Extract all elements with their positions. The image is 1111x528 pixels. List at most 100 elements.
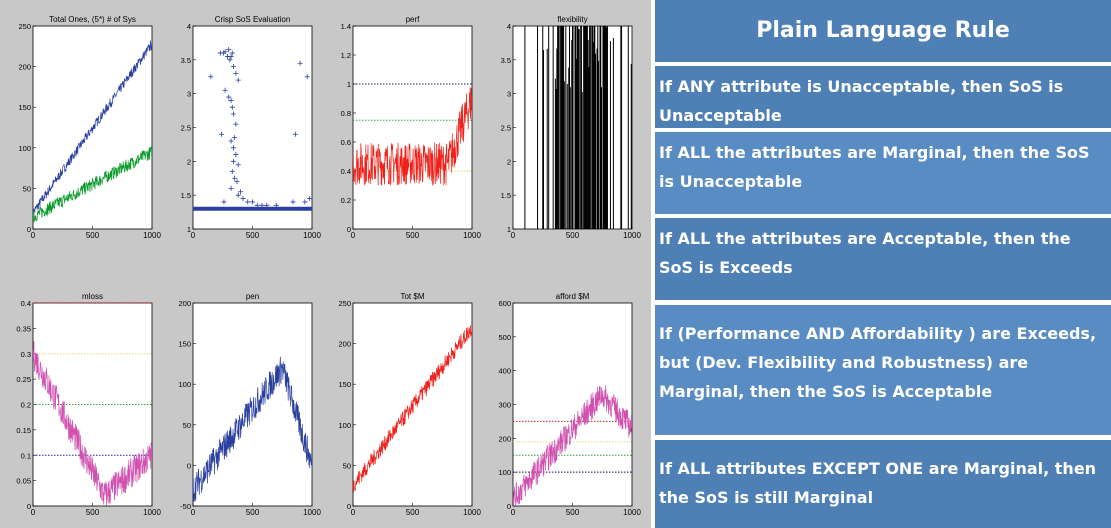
x-tick-label: 500 [566,508,580,517]
y-tick-label: 0.25 [16,375,31,384]
scatter-point [222,49,228,55]
scatter-point [233,152,239,158]
scatter-point [228,97,234,103]
series-line [33,39,152,218]
scatter-point [229,168,235,174]
x-tick-label: 1000 [303,508,321,517]
scatter-point [233,70,239,76]
scatter-point [226,94,232,100]
y-tick-label: 0 [507,502,511,511]
scatter-point [221,199,227,205]
y-tick-label: 100 [18,144,31,153]
y-tick-label: 50 [343,461,351,470]
y-tick-label: 200 [18,63,31,72]
scatter-point [307,196,313,202]
x-tick-label: 500 [406,231,420,240]
x-tick-label: 1000 [143,508,161,517]
y-tick-label: 1.4 [341,22,351,31]
y-tick-label: 3.5 [501,56,511,65]
plot-frame [352,25,473,230]
y-tick-label: -50 [180,502,191,511]
scatter-point [292,131,298,137]
y-tick-label: 150 [178,340,191,349]
y-tick-label: 600 [498,299,511,308]
x-tick-label: 1000 [463,508,481,517]
scatter-point [229,104,235,110]
y-tick-label: 0.6 [341,138,351,147]
series-line [193,356,312,502]
scatter-point [235,192,241,198]
y-tick-label: 0.2 [341,196,351,205]
y-tick-label: 50 [23,184,31,193]
scatter-point [208,74,214,80]
chart-8: afford $M 0 500 1000 0 100 200 300 400 500 600 [498,292,641,517]
y-tick-label: 1.5 [501,191,511,200]
plot-frame [192,25,313,230]
rules-header: Plain Language Rule [655,0,1111,62]
y-tick-label: 1.2 [341,51,351,60]
y-tick-label: 0.35 [16,324,31,333]
scatter-point [290,199,296,205]
y-tick-label: 1 [347,80,351,89]
y-tick-label: 0 [347,225,351,234]
chart-4: flexibility 0 500 1000 1 1.5 2 2.5 3 3.5 4 [501,15,642,240]
chart-title: flexibility [557,15,587,24]
y-tick-label: 400 [498,367,511,376]
y-tick-label: 3 [507,90,511,99]
y-tick-label: 0.05 [16,477,31,486]
y-tick-label: 200 [498,434,511,443]
scatter-point [259,202,265,208]
y-tick-label: 0.15 [16,426,31,435]
y-tick-label: 150 [18,103,31,112]
chart-title: Tot $M [400,292,424,301]
chart-title: afford $M [556,292,590,301]
y-tick-label: 100 [338,421,351,430]
chart-title: mloss [82,292,103,301]
series-line [353,325,472,493]
scatter-point [230,158,236,164]
x-tick-label: 0 [351,508,356,517]
scatter-point [240,196,246,202]
x-tick-label: 0 [351,231,356,240]
chart-1: Total Ones, (5*) # of Sys 0 500 1000 0 50 100 1… [18,15,161,240]
scatter-point [222,87,228,93]
x-tick-label: 0 [31,231,36,240]
y-tick-label: 0 [347,502,351,511]
x-tick-label: 500 [246,508,260,517]
y-tick-label: 2 [507,157,511,166]
y-tick-label: 500 [498,333,511,342]
scatter-point [229,50,235,56]
x-tick-label: 500 [86,231,100,240]
y-tick-label: 1 [507,225,511,234]
y-tick-label: 3 [187,90,191,99]
x-tick-label: 500 [246,231,260,240]
scatter-point [230,64,236,70]
y-tick-label: 300 [498,401,511,410]
chart-title: pen [246,292,259,301]
x-tick-label: 1000 [623,231,641,240]
chart-title: Total Ones, (5*) # of Sys [49,15,136,24]
series-line [353,86,472,186]
x-tick-label: 0 [191,508,196,517]
scatter-point [235,162,241,168]
y-tick-label: 4 [507,22,511,31]
chart-title: Crisp SoS Evaluation [215,15,291,24]
rules-panel: Plain Language Rule If ANY attribute is … [651,0,1111,528]
x-tick-label: 0 [511,508,516,517]
y-tick-label: 0 [27,225,31,234]
chart-5: mloss 0 500 1000 0 0.05 0.1 0.15 0.2 0.25 0.3 0.35 0… [16,292,161,517]
y-tick-label: 4 [187,22,191,31]
y-tick-label: 100 [178,380,191,389]
scatter-point [233,121,239,127]
y-tick-label: 0.4 [341,167,351,176]
x-tick-label: 1000 [463,231,481,240]
scatter-point [232,175,238,181]
rule-4: If (Performance AND Affordability ) are … [655,305,1111,435]
scatter-point [227,57,233,63]
x-tick-label: 0 [511,231,516,240]
y-tick-label: 0.4 [21,299,31,308]
scatter-point [235,77,241,83]
scatter-point [230,111,236,117]
